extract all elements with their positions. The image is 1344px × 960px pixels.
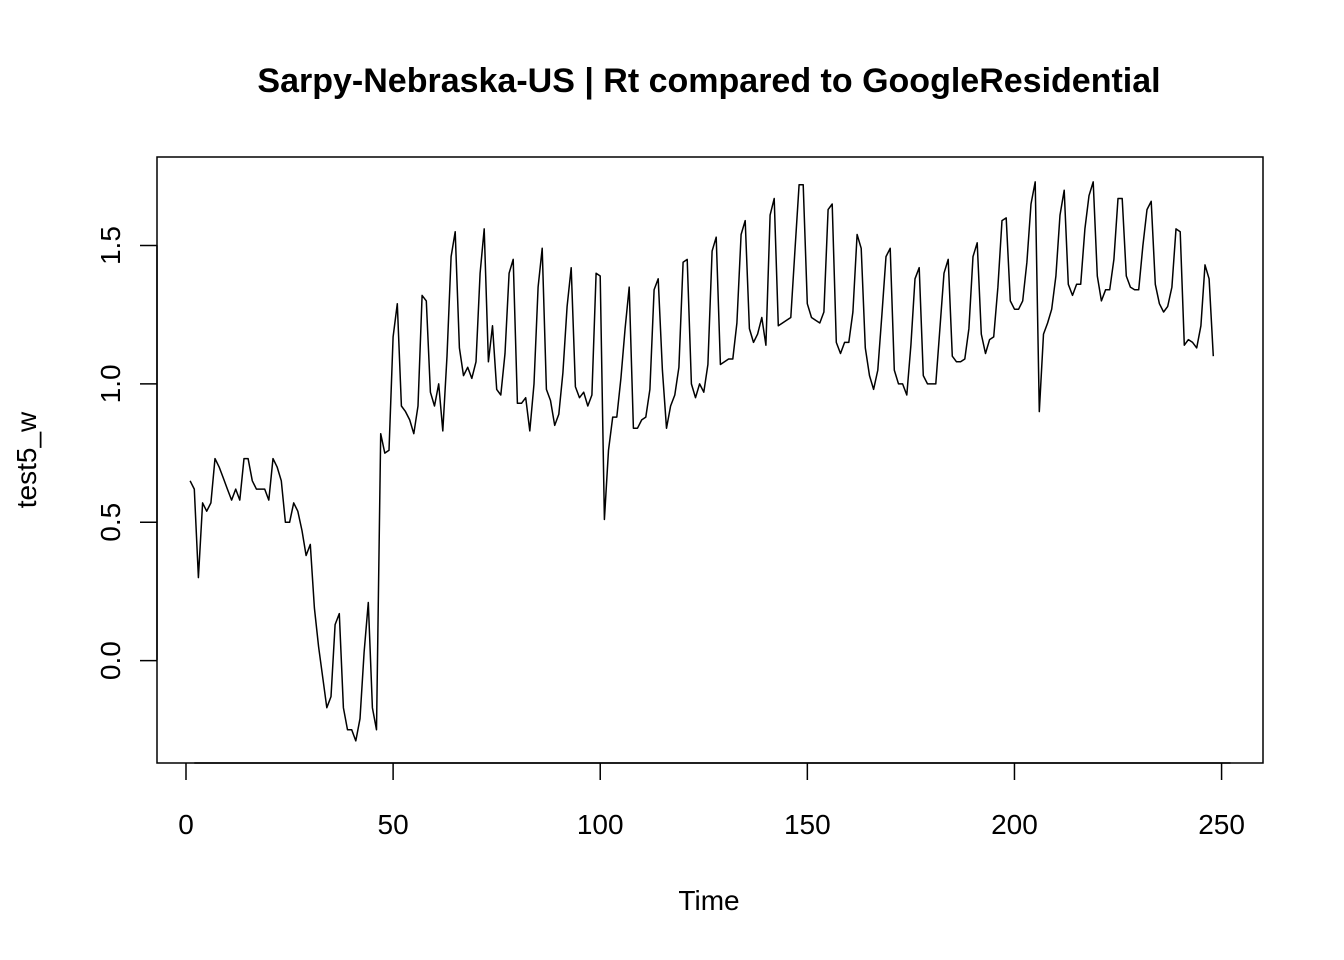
x-tick-label: 50 — [378, 809, 409, 840]
x-tick-label: 150 — [784, 809, 831, 840]
x-axis-ticks: 0 50 100 150 200 250 — [178, 763, 1245, 840]
x-tick-label: 0 — [178, 809, 194, 840]
y-tick-label: 0.5 — [95, 503, 126, 542]
y-tick-label: 1.5 — [95, 226, 126, 265]
plot-area — [189, 181, 1215, 742]
y-tick-label: 0.0 — [95, 641, 126, 680]
y-axis-ticks: 0.0 0.5 1.0 1.5 — [95, 226, 157, 680]
y-axis-label: test5_w — [11, 411, 42, 508]
y-tick-label: 1.0 — [95, 364, 126, 403]
x-tick-label: 250 — [1198, 809, 1245, 840]
series-line — [189, 181, 1215, 742]
x-tick-label: 100 — [577, 809, 624, 840]
x-axis-label: Time — [678, 885, 739, 916]
plot-frame — [156, 156, 1264, 764]
x-tick-label: 200 — [991, 809, 1038, 840]
chart-title: Sarpy-Nebraska-US | Rt compared to Googl… — [257, 62, 1160, 100]
